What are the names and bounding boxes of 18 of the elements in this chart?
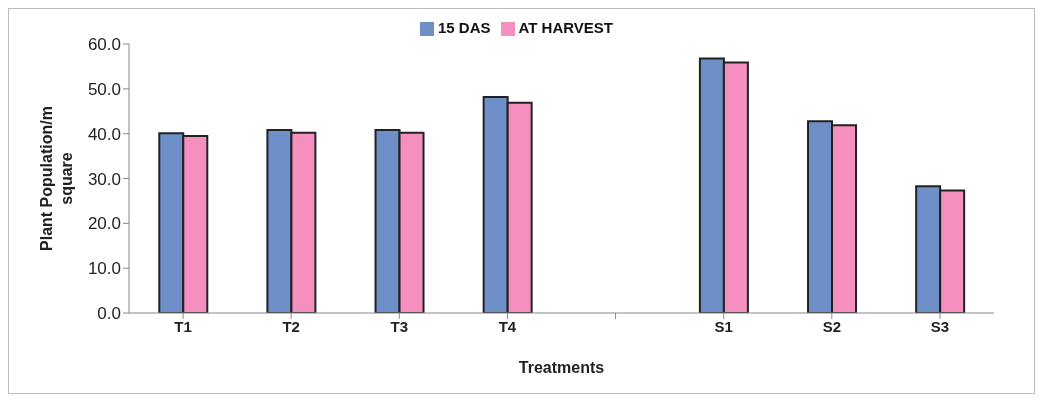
x-tick-label: S1 <box>714 317 733 335</box>
x-tick-label: T2 <box>282 317 300 335</box>
x-tick-label: T4 <box>498 317 517 335</box>
y-axis-title: Plant Population/m square <box>38 106 75 251</box>
y-tick-label: 0.0 <box>97 304 121 324</box>
x-tick-label: S3 <box>930 317 950 335</box>
y-tick-label: 30.0 <box>87 169 121 189</box>
y-tick-label: 10.0 <box>87 259 121 279</box>
y-tick-label: 50.0 <box>87 79 121 99</box>
x-tick-label: T1 <box>174 317 192 335</box>
legend-label: AT HARVEST <box>518 19 613 36</box>
x-tick-label: S2 <box>822 317 841 335</box>
y-tick-label: 40.0 <box>87 124 121 144</box>
legend-label: 15 DAS <box>438 19 491 36</box>
y-tick-label: 20.0 <box>87 214 121 234</box>
x-axis-title: Treatments <box>518 359 605 376</box>
x-tick-label: T3 <box>390 317 409 335</box>
y-tick-label: 60.0 <box>87 35 121 55</box>
